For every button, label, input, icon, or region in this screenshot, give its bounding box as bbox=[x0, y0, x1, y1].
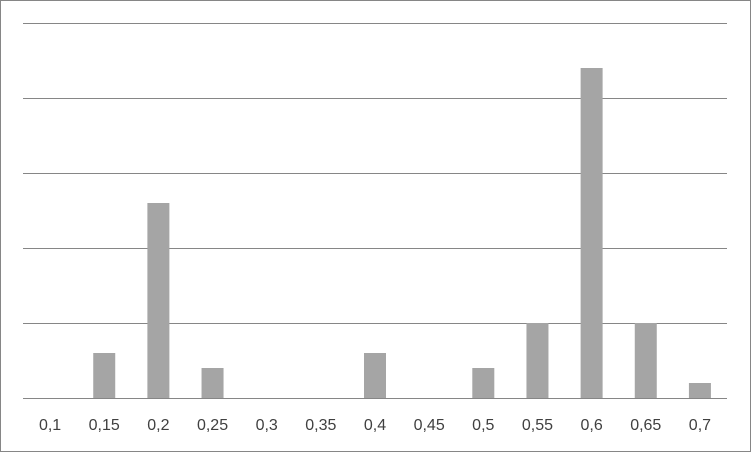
bar bbox=[688, 383, 711, 398]
bar bbox=[472, 368, 495, 398]
x-tick-label: 0,1 bbox=[39, 417, 61, 434]
x-tick-label: 0,45 bbox=[414, 417, 445, 434]
bar bbox=[580, 68, 603, 398]
x-tick-label: 0,6 bbox=[580, 417, 602, 434]
bar bbox=[634, 323, 657, 398]
bar bbox=[147, 203, 170, 398]
bar bbox=[364, 353, 386, 398]
bar bbox=[526, 323, 549, 398]
bar bbox=[201, 368, 224, 398]
x-tick-label: 0,5 bbox=[472, 417, 494, 434]
x-tick-label: 0,15 bbox=[89, 417, 120, 434]
x-tick-label: 0,7 bbox=[689, 417, 711, 434]
x-tick-label: 0,55 bbox=[522, 417, 553, 434]
x-tick-label: 0,35 bbox=[305, 417, 336, 434]
x-tick-label: 0,3 bbox=[256, 417, 278, 434]
x-tick-label: 0,25 bbox=[197, 417, 228, 434]
bar bbox=[93, 353, 116, 398]
x-tick-label: 0,2 bbox=[147, 417, 169, 434]
x-tick-label: 0,4 bbox=[364, 417, 386, 434]
x-tick-label: 0,65 bbox=[630, 417, 661, 434]
